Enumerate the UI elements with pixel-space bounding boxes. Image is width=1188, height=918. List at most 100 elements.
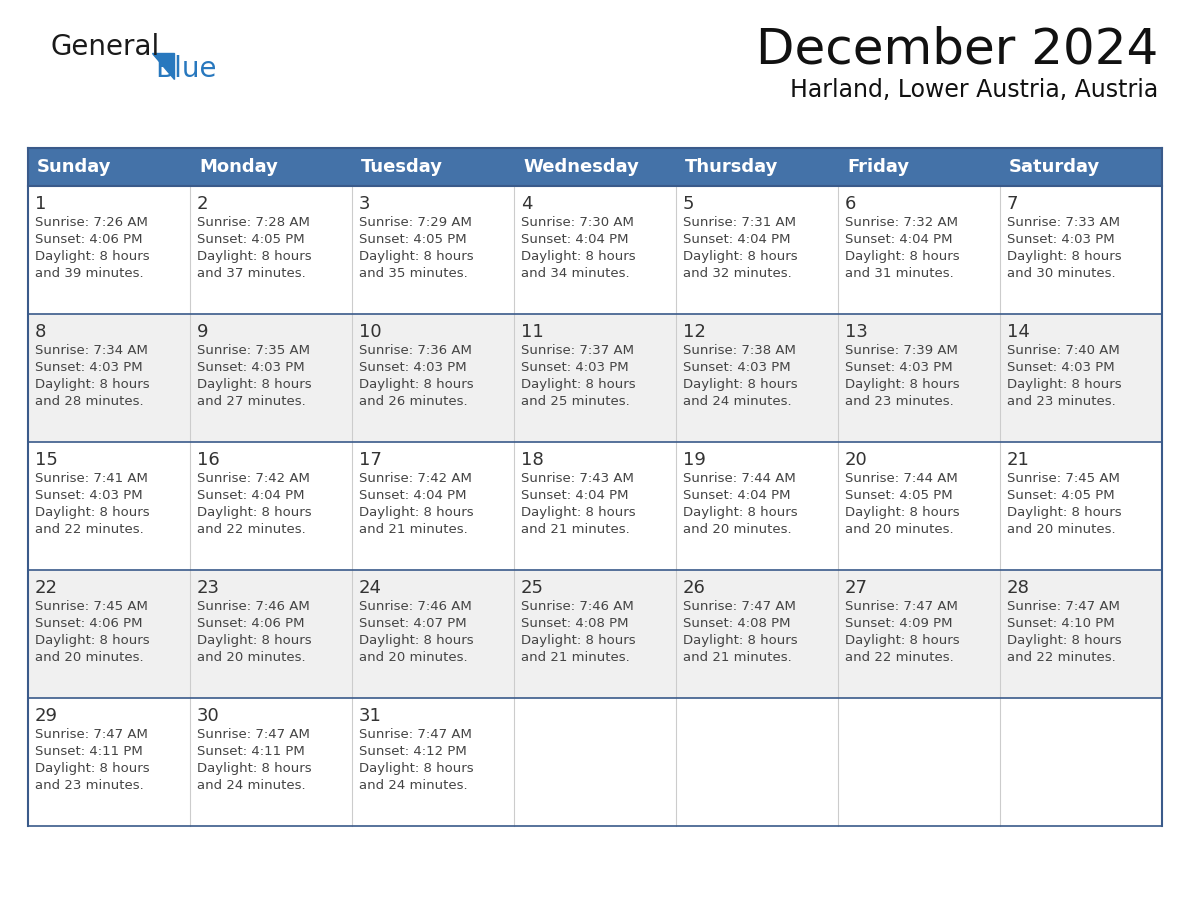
- Text: and 23 minutes.: and 23 minutes.: [1007, 395, 1116, 408]
- Text: Thursday: Thursday: [685, 158, 778, 176]
- Text: Sunset: 4:05 PM: Sunset: 4:05 PM: [845, 489, 953, 502]
- Bar: [29, 186, 190, 314]
- Text: Daylight: 8 hours: Daylight: 8 hours: [845, 378, 960, 391]
- Text: 29: 29: [34, 707, 58, 725]
- Text: and 31 minutes.: and 31 minutes.: [845, 267, 954, 280]
- Text: 9: 9: [197, 323, 209, 341]
- Text: and 20 minutes.: and 20 minutes.: [1007, 523, 1116, 536]
- Bar: [838, 186, 1000, 314]
- Bar: [29, 314, 190, 442]
- Text: and 23 minutes.: and 23 minutes.: [34, 779, 144, 792]
- Text: Sunset: 4:06 PM: Sunset: 4:06 PM: [34, 233, 143, 246]
- Bar: [29, 570, 190, 698]
- Text: 24: 24: [359, 579, 383, 597]
- Text: 26: 26: [683, 579, 706, 597]
- Text: 25: 25: [522, 579, 544, 597]
- Text: Daylight: 8 hours: Daylight: 8 hours: [34, 634, 150, 647]
- Text: Daylight: 8 hours: Daylight: 8 hours: [359, 378, 474, 391]
- Text: General: General: [50, 33, 159, 61]
- Text: Sunrise: 7:40 AM: Sunrise: 7:40 AM: [1007, 344, 1120, 357]
- Text: Sunrise: 7:34 AM: Sunrise: 7:34 AM: [34, 344, 147, 357]
- Text: Monday: Monday: [200, 158, 278, 176]
- Bar: [1000, 314, 1162, 442]
- Text: Sunrise: 7:32 AM: Sunrise: 7:32 AM: [845, 216, 958, 229]
- Text: Sunset: 4:03 PM: Sunset: 4:03 PM: [34, 489, 143, 502]
- Text: Daylight: 8 hours: Daylight: 8 hours: [1007, 634, 1121, 647]
- Text: Sunset: 4:05 PM: Sunset: 4:05 PM: [359, 233, 467, 246]
- Text: 19: 19: [683, 451, 706, 469]
- Text: December 2024: December 2024: [756, 25, 1158, 73]
- Bar: [1000, 698, 1162, 826]
- Text: and 27 minutes.: and 27 minutes.: [197, 395, 305, 408]
- Text: Sunset: 4:06 PM: Sunset: 4:06 PM: [197, 617, 304, 630]
- Text: and 32 minutes.: and 32 minutes.: [683, 267, 791, 280]
- Text: Sunrise: 7:47 AM: Sunrise: 7:47 AM: [845, 600, 958, 613]
- Bar: [838, 148, 1000, 186]
- Bar: [1000, 442, 1162, 570]
- Text: and 20 minutes.: and 20 minutes.: [197, 651, 305, 664]
- Text: Saturday: Saturday: [1009, 158, 1100, 176]
- Text: and 24 minutes.: and 24 minutes.: [197, 779, 305, 792]
- Bar: [838, 442, 1000, 570]
- Bar: [190, 148, 352, 186]
- Text: 13: 13: [845, 323, 868, 341]
- Bar: [514, 148, 676, 186]
- Text: 31: 31: [359, 707, 381, 725]
- Text: Sunrise: 7:44 AM: Sunrise: 7:44 AM: [683, 472, 796, 485]
- Text: Sunset: 4:04 PM: Sunset: 4:04 PM: [683, 233, 790, 246]
- Text: Sunrise: 7:47 AM: Sunrise: 7:47 AM: [683, 600, 796, 613]
- Text: Daylight: 8 hours: Daylight: 8 hours: [522, 506, 636, 519]
- Text: Sunrise: 7:44 AM: Sunrise: 7:44 AM: [845, 472, 958, 485]
- Text: Sunrise: 7:39 AM: Sunrise: 7:39 AM: [845, 344, 958, 357]
- Text: 23: 23: [197, 579, 220, 597]
- Bar: [676, 442, 838, 570]
- Text: and 22 minutes.: and 22 minutes.: [1007, 651, 1116, 664]
- Bar: [514, 570, 676, 698]
- Text: Sunset: 4:12 PM: Sunset: 4:12 PM: [359, 745, 467, 758]
- Bar: [1000, 570, 1162, 698]
- Text: and 25 minutes.: and 25 minutes.: [522, 395, 630, 408]
- Text: Sunrise: 7:46 AM: Sunrise: 7:46 AM: [197, 600, 310, 613]
- Text: Sunset: 4:06 PM: Sunset: 4:06 PM: [34, 617, 143, 630]
- Text: 20: 20: [845, 451, 867, 469]
- Text: Daylight: 8 hours: Daylight: 8 hours: [1007, 506, 1121, 519]
- Text: Daylight: 8 hours: Daylight: 8 hours: [34, 378, 150, 391]
- Text: Sunrise: 7:36 AM: Sunrise: 7:36 AM: [359, 344, 472, 357]
- Text: Daylight: 8 hours: Daylight: 8 hours: [1007, 378, 1121, 391]
- Text: and 37 minutes.: and 37 minutes.: [197, 267, 305, 280]
- Text: Sunrise: 7:42 AM: Sunrise: 7:42 AM: [359, 472, 472, 485]
- Text: and 39 minutes.: and 39 minutes.: [34, 267, 144, 280]
- Text: Sunset: 4:03 PM: Sunset: 4:03 PM: [359, 361, 467, 374]
- Text: Daylight: 8 hours: Daylight: 8 hours: [683, 506, 797, 519]
- Text: Sunrise: 7:37 AM: Sunrise: 7:37 AM: [522, 344, 634, 357]
- Text: and 22 minutes.: and 22 minutes.: [845, 651, 954, 664]
- Text: Sunset: 4:03 PM: Sunset: 4:03 PM: [683, 361, 791, 374]
- Text: Daylight: 8 hours: Daylight: 8 hours: [197, 762, 311, 775]
- Text: 28: 28: [1007, 579, 1030, 597]
- Bar: [514, 186, 676, 314]
- Text: 18: 18: [522, 451, 544, 469]
- Bar: [676, 314, 838, 442]
- Text: and 21 minutes.: and 21 minutes.: [522, 523, 630, 536]
- Text: and 24 minutes.: and 24 minutes.: [683, 395, 791, 408]
- Text: 7: 7: [1007, 195, 1018, 213]
- Bar: [514, 698, 676, 826]
- Text: 1: 1: [34, 195, 46, 213]
- Text: Sunset: 4:11 PM: Sunset: 4:11 PM: [197, 745, 305, 758]
- Text: Sunrise: 7:46 AM: Sunrise: 7:46 AM: [522, 600, 633, 613]
- Bar: [838, 314, 1000, 442]
- Text: Sunset: 4:04 PM: Sunset: 4:04 PM: [522, 233, 628, 246]
- Text: Sunset: 4:08 PM: Sunset: 4:08 PM: [522, 617, 628, 630]
- Text: Sunrise: 7:38 AM: Sunrise: 7:38 AM: [683, 344, 796, 357]
- Bar: [190, 570, 352, 698]
- Text: Sunrise: 7:29 AM: Sunrise: 7:29 AM: [359, 216, 472, 229]
- Text: 4: 4: [522, 195, 532, 213]
- Text: Blue: Blue: [154, 55, 216, 83]
- Text: Sunset: 4:05 PM: Sunset: 4:05 PM: [1007, 489, 1114, 502]
- Text: Sunrise: 7:41 AM: Sunrise: 7:41 AM: [34, 472, 147, 485]
- Text: Wednesday: Wednesday: [523, 158, 639, 176]
- Text: and 24 minutes.: and 24 minutes.: [359, 779, 468, 792]
- Text: and 22 minutes.: and 22 minutes.: [34, 523, 144, 536]
- Text: Sunset: 4:07 PM: Sunset: 4:07 PM: [359, 617, 467, 630]
- Text: Daylight: 8 hours: Daylight: 8 hours: [522, 250, 636, 263]
